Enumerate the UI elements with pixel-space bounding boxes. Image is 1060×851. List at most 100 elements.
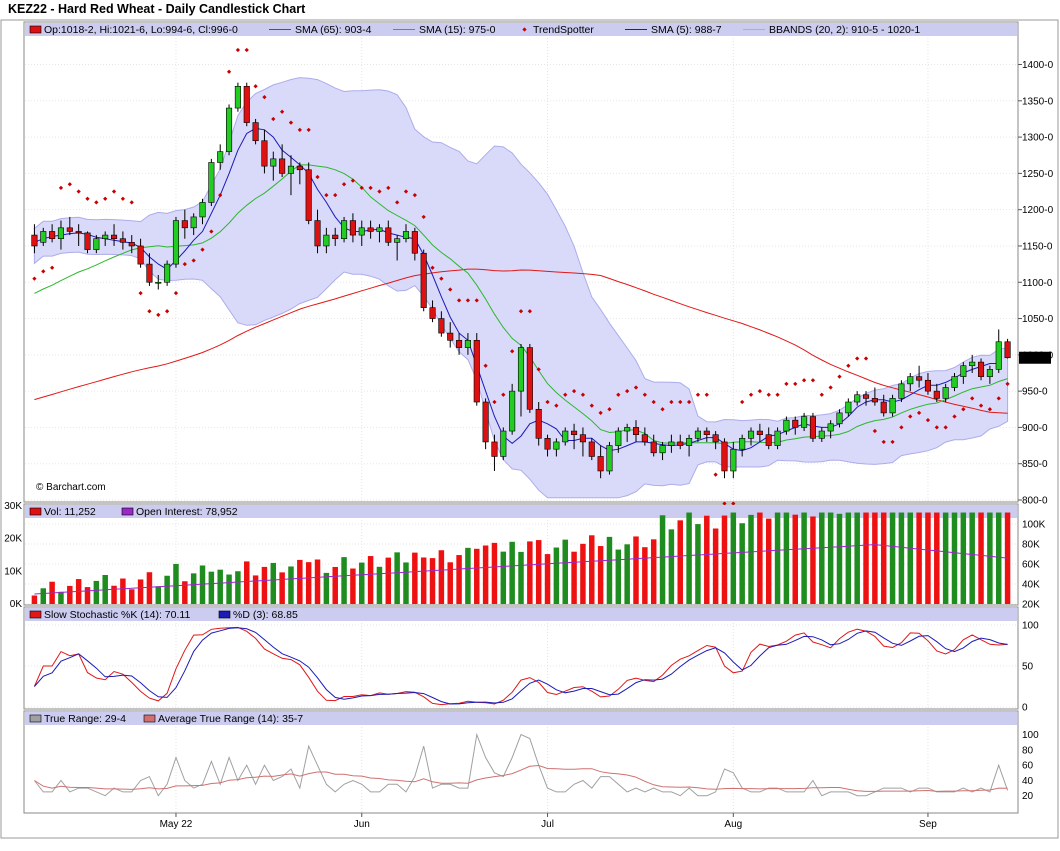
trendspotter-dot (403, 189, 409, 194)
candle (102, 231, 109, 246)
candle-body (164, 263, 171, 283)
trendspotter-dot (766, 392, 771, 397)
candle-body (111, 234, 118, 240)
candle (721, 438, 728, 479)
candle-body (341, 220, 348, 240)
candle (827, 420, 834, 439)
trendspotter-dot (341, 182, 347, 187)
volume-bar (403, 562, 409, 604)
candle-body (588, 441, 595, 457)
copyright-text: © Barchart.com (36, 482, 106, 493)
candle (349, 213, 356, 243)
candle-body (234, 85, 241, 109)
volume-bar (819, 512, 825, 604)
volume-bar (898, 512, 905, 604)
volume-bar (341, 557, 347, 604)
candle-body (190, 216, 197, 229)
candle (456, 333, 463, 355)
volume-bar (615, 549, 622, 604)
trendspotter-dot (456, 298, 462, 303)
candle-body (447, 332, 454, 341)
candle-body (402, 231, 410, 240)
volume-bar (491, 542, 498, 604)
candle-body (464, 340, 471, 348)
candle-body (279, 158, 286, 174)
trendspotter-dot (182, 261, 187, 267)
candle (809, 412, 816, 442)
candle (571, 423, 578, 450)
candle-body (40, 231, 47, 243)
candle-body (491, 441, 498, 457)
volume-bar (420, 557, 427, 604)
candle (128, 235, 135, 254)
volume-bar (783, 512, 790, 604)
candle (606, 441, 613, 475)
volume-bar (969, 512, 975, 604)
candle-body (889, 398, 896, 414)
candle-body (686, 438, 693, 446)
candle-body (517, 347, 525, 392)
trendspotter-dot (819, 392, 824, 397)
trendspotter-dot (253, 84, 258, 89)
tr-legend-swatch (143, 714, 156, 723)
last-price-box (1019, 351, 1051, 364)
candle (491, 434, 498, 471)
volume-bar (376, 566, 383, 604)
candle (960, 362, 967, 384)
candle (535, 402, 542, 446)
volume-bar (774, 512, 781, 604)
candle (49, 224, 56, 243)
trendspotter-dot (58, 185, 64, 191)
trendspotter-dot (686, 399, 692, 405)
candle (526, 343, 533, 413)
trendspotter-dot (333, 193, 338, 198)
trendspotter-dot (651, 399, 656, 405)
candle (305, 162, 312, 225)
candle (172, 216, 180, 268)
volume-bar (960, 512, 967, 604)
x-tick-label: Jul (541, 819, 554, 830)
candle (429, 300, 436, 323)
true-range-panel (23, 710, 1019, 814)
atr-line (34, 764, 1008, 792)
candle-body (119, 238, 126, 243)
volume-bar (863, 512, 869, 604)
candle (951, 372, 958, 392)
oi-right-tick: 60K (1022, 560, 1040, 571)
trendspotter-dot (297, 127, 302, 132)
y-tick-label: 1150-0 (1022, 241, 1053, 252)
candle (296, 162, 303, 185)
volume-bar (889, 512, 896, 604)
candle-body (854, 394, 861, 403)
candle-body (739, 438, 746, 450)
volume-bar (845, 512, 852, 604)
stoch-tick: 100 (1022, 621, 1039, 632)
candle-body (544, 438, 551, 450)
candle (341, 216, 348, 243)
candle-body (509, 390, 516, 432)
volume-bar (730, 512, 737, 604)
trendspotter-dot (103, 196, 108, 201)
trendspotter-dot (85, 196, 90, 201)
candle-body (535, 408, 542, 439)
candle-body (1004, 341, 1011, 359)
volume-bar (810, 516, 816, 604)
candle (287, 155, 295, 196)
trendspotter-dot (536, 367, 541, 372)
volume-bar (995, 512, 1002, 604)
tr-tick: 60 (1022, 761, 1034, 772)
volume-bar (854, 512, 860, 604)
volume-legend-label: Vol: 11,252 (44, 506, 96, 518)
candle-body (774, 430, 781, 446)
candle-body (394, 238, 401, 243)
candle (774, 427, 781, 450)
volume-bar (721, 515, 728, 604)
candle-body (155, 281, 162, 284)
candle-body (730, 448, 737, 472)
trendspotter-dot (934, 425, 939, 430)
volume-bar (624, 544, 630, 604)
volume-bar (597, 546, 604, 604)
candle-body (818, 430, 825, 439)
volume-bar (500, 551, 507, 604)
